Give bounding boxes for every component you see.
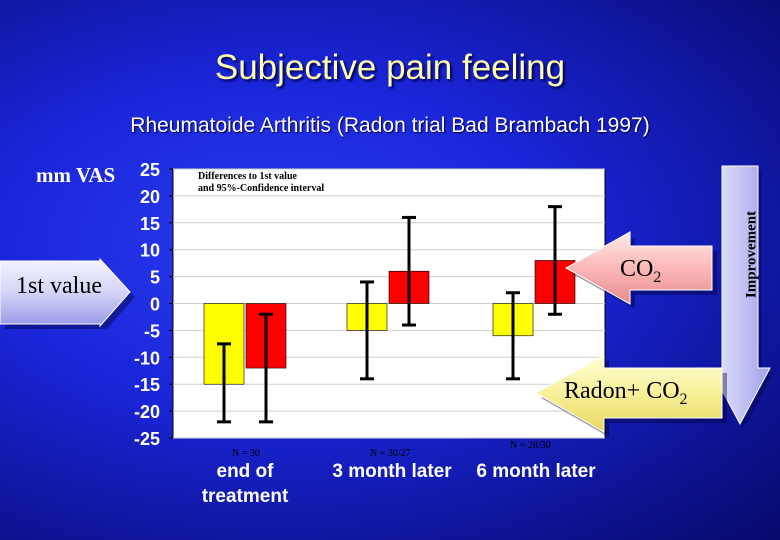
y-tick-label: -15 xyxy=(134,375,160,395)
legend-co2-sub: 2 xyxy=(653,268,662,286)
y-axis-label: mm VAS xyxy=(36,163,116,187)
category-3-month-later: 3 month later xyxy=(332,461,452,482)
legend-co2: CO2 xyxy=(620,256,661,287)
y-tick-label: -5 xyxy=(144,321,160,341)
reference-callout xyxy=(0,257,131,328)
legend-radon-co2: Radon+ CO2 xyxy=(564,378,688,409)
y-tick-label: 10 xyxy=(140,241,160,261)
category-6-month-later: 6 month later xyxy=(476,461,596,482)
y-tick-label: 20 xyxy=(140,187,160,207)
y-tick-label: 15 xyxy=(140,214,160,234)
y-tick-label: -25 xyxy=(134,429,160,449)
chart-note: Differences to 1st value and 95%-Confide… xyxy=(198,171,324,195)
radon-callout xyxy=(534,354,723,433)
improvement-label: Improvement xyxy=(743,210,760,299)
y-tick-label: 5 xyxy=(150,268,160,288)
n-label-end-of-treatment: N = 30 xyxy=(232,448,260,459)
legend-radon-sub: 2 xyxy=(679,390,688,408)
legend-co2-main: CO xyxy=(620,256,654,282)
chart-note-line-1: Differences to 1st value xyxy=(198,171,297,182)
category-end-of-treatment: end of treatment xyxy=(201,461,289,507)
y-axis-ticks: 25 20 15 10 5 0 -5 -10 -15 -20 -25 xyxy=(134,160,173,449)
chart-note-line-2: and 95%-Confidence interval xyxy=(198,183,325,194)
page-title: Subjective pain feeling xyxy=(214,48,566,87)
n-label-6-months: N = 28/30 xyxy=(510,440,551,451)
error-bars xyxy=(217,205,562,424)
y-tick-label: -10 xyxy=(134,348,160,368)
n-label-3-months: N = 30/27 xyxy=(370,448,411,459)
legend-radon-main: Radon+ CO xyxy=(564,378,680,404)
y-tick-label: 0 xyxy=(150,295,160,315)
page-subtitle: Rheumatoide Arthritis (Radon trial Bad B… xyxy=(130,114,650,137)
reference-label: 1st value xyxy=(16,273,102,299)
co2-callout xyxy=(564,231,713,305)
y-tick-label: 25 xyxy=(140,160,160,180)
y-tick-label: -20 xyxy=(134,402,160,422)
